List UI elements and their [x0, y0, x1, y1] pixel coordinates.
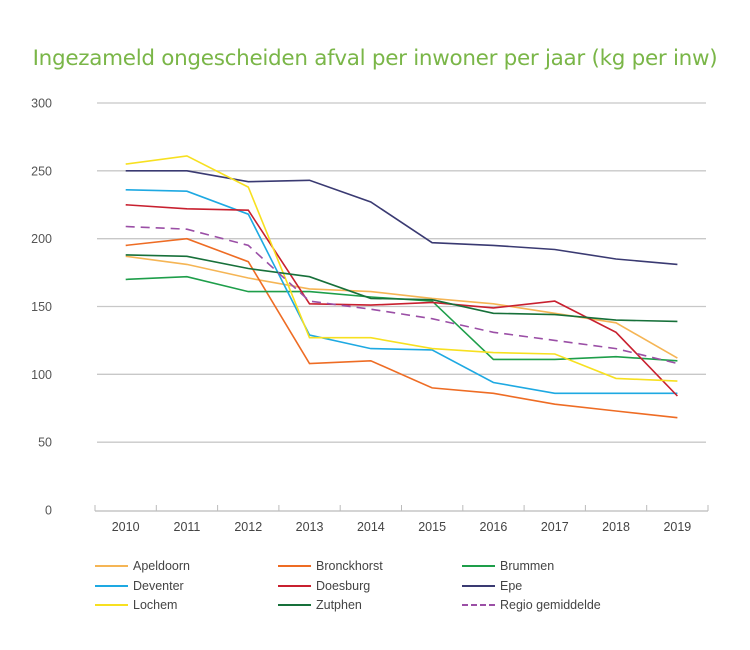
x-axis: 2010 2011 2012 2013 2014 2015 2016 2017 2018 2019: [94, 505, 709, 534]
y-tick-label: 150: [31, 300, 52, 314]
series-lines: [125, 155, 678, 419]
y-tick-label: 100: [31, 368, 52, 382]
x-tick-label: 2019: [663, 520, 691, 534]
x-tick-label: 2018: [602, 520, 630, 534]
series-line-zutphen: [125, 254, 678, 323]
x-tick-label: 2011: [174, 520, 201, 534]
x-tick-label: 2017: [541, 520, 569, 534]
x-tick-label: 2013: [296, 520, 324, 534]
x-tick-label: 2015: [418, 520, 446, 534]
x-tick-label: 2012: [234, 520, 262, 534]
y-tick-label: 50: [38, 436, 52, 450]
gridlines: [97, 102, 706, 443]
x-tick-label: 2016: [480, 520, 508, 534]
series-line-regio-gemiddelde: [125, 225, 678, 365]
series-line-epe: [125, 170, 678, 266]
chart-title: Ingezameld ongescheiden afval per inwone…: [32, 46, 718, 71]
x-tick-label: 2014: [357, 520, 385, 534]
series-line-bronckhorst: [125, 237, 678, 419]
y-tick-label: 0: [45, 504, 52, 518]
y-tick-label: 300: [31, 97, 52, 111]
series-line-doesburg: [125, 204, 678, 397]
series-line-deventer: [125, 189, 678, 395]
y-tick-label: 200: [31, 232, 52, 246]
y-tick-label: 250: [31, 164, 52, 178]
series-line-lochem: [125, 155, 678, 382]
x-tick-label: 2010: [112, 520, 140, 534]
y-axis-tick-labels: 0 50 100 150 200 250 300: [31, 97, 52, 518]
